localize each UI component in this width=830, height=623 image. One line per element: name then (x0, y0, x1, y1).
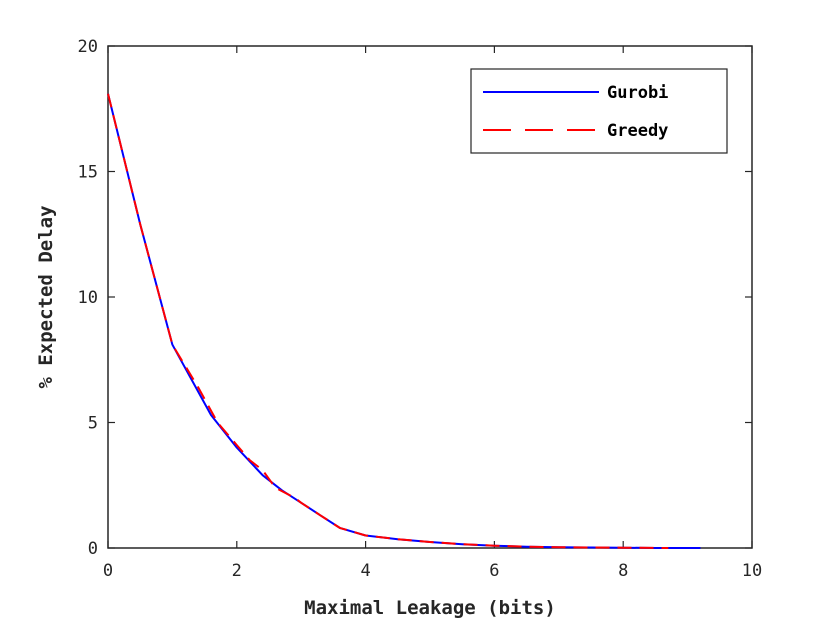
x-tick-label: 10 (742, 561, 762, 581)
series-line-greedy (107, 93, 669, 549)
y-tick-label: 0 (88, 539, 98, 559)
legend-box (470, 68, 728, 154)
x-tick-label: 0 (103, 561, 113, 581)
x-tick-label: 4 (360, 561, 370, 581)
y-tick-label: 20 (78, 37, 98, 57)
y-tick-label: 5 (88, 414, 98, 434)
x-tick-label: 8 (618, 561, 628, 581)
tick-labels: 0 2 4 6 8 10 0 5 10 15 20 (78, 37, 763, 581)
legend-label-gurobi: Gurobi (607, 83, 668, 103)
legend-label-greedy: Greedy (607, 121, 668, 141)
x-tick-label: 6 (489, 561, 499, 581)
y-axis-label: % Expected Delay (35, 205, 57, 388)
y-tick-label: 15 (78, 163, 98, 183)
legend: Gurobi Greedy (470, 68, 728, 154)
x-axis-label: Maximal Leakage (bits) (304, 597, 556, 619)
series-layer (107, 93, 701, 549)
y-tick-label: 10 (78, 288, 98, 308)
x-tick-label: 2 (232, 561, 242, 581)
